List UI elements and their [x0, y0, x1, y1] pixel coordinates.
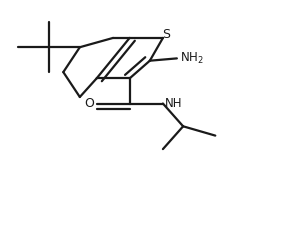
Text: O: O [85, 98, 94, 110]
Text: NH$_2$: NH$_2$ [180, 51, 204, 66]
Text: NH: NH [165, 97, 183, 110]
Text: S: S [163, 28, 171, 41]
